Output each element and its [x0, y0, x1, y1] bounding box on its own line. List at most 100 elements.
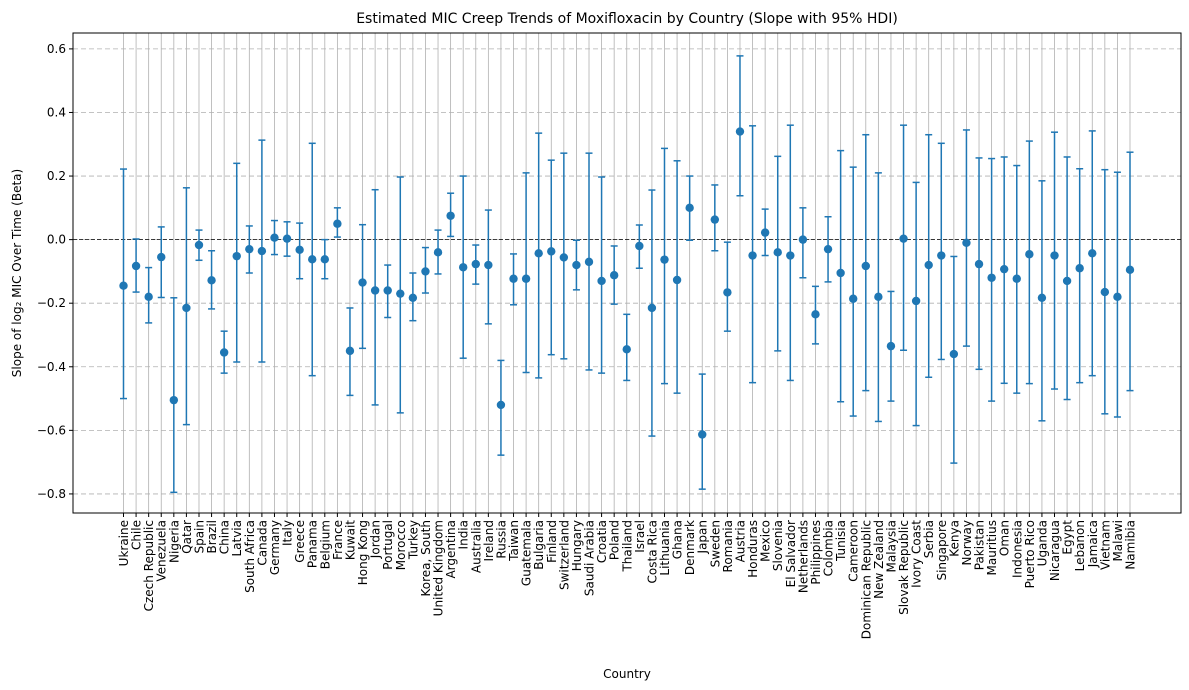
estimate-point	[874, 292, 883, 302]
x-tick-label: China	[218, 520, 232, 554]
estimate-point	[521, 274, 531, 283]
x-tick-label: Brazil	[205, 520, 219, 554]
x-tick-label: Malawi	[1111, 520, 1125, 562]
estimate-point	[547, 247, 556, 256]
estimate-point	[974, 259, 984, 269]
x-tick-label: El Salvador	[784, 520, 798, 587]
estimate-point	[131, 261, 141, 271]
x-tick-label: Philippines	[809, 520, 823, 585]
x-tick-label: Singapore	[935, 520, 949, 581]
x-tick-label: Oman	[998, 520, 1012, 556]
estimate-point	[962, 238, 971, 248]
x-tick-label: Dominican Republic	[859, 520, 873, 639]
estimate-point	[1075, 264, 1084, 273]
x-tick-label: Italy	[281, 520, 295, 546]
x-tick-label: Turkey	[406, 520, 420, 560]
x-tick-label: Egypt	[1061, 520, 1075, 555]
x-tick-label: Colombia	[822, 520, 836, 576]
estimate-point	[458, 263, 468, 272]
x-tick-label: Nicaragua	[1048, 520, 1062, 581]
estimate-point	[886, 341, 896, 351]
x-tick-label: Switzerland	[557, 520, 571, 590]
x-tick-label: Namibia	[1124, 520, 1138, 570]
estimate-point	[647, 303, 657, 313]
x-tick-label: Australia	[469, 520, 483, 573]
estimate-point	[496, 400, 506, 410]
estimate-point	[295, 245, 304, 254]
x-tick-label: Panama	[306, 520, 320, 568]
y-tick-label: −0.6	[37, 423, 66, 437]
estimate-point	[836, 268, 845, 278]
x-tick-label: Jamaica	[1086, 520, 1100, 568]
estimate-point	[635, 241, 644, 251]
estimate-point	[710, 215, 720, 224]
x-tick-label: New Zealand	[872, 520, 886, 599]
x-tick-label: Netherlands	[796, 520, 810, 593]
x-tick-label: Belgium	[318, 520, 332, 569]
estimate-point	[157, 252, 166, 262]
x-tick-label: Portugal	[381, 520, 395, 570]
x-tick-label: Slovak Republic	[897, 520, 911, 615]
x-tick-label: Norway	[960, 520, 974, 566]
estimate-point	[949, 349, 959, 359]
x-tick-label: Ghana	[671, 520, 685, 559]
estimate-point	[773, 248, 782, 257]
x-tick-label: Czech Republic	[142, 520, 156, 611]
x-tick-label: Hong Kong	[356, 520, 370, 585]
x-tick-label: Tunisia	[834, 520, 848, 562]
estimate-point	[811, 310, 820, 319]
estimate-point	[219, 348, 229, 357]
x-tick-label: Mexico	[759, 520, 773, 562]
estimate-point	[358, 278, 367, 287]
chart-title: Estimated MIC Creep Trends of Moxifloxac…	[356, 11, 898, 27]
x-tick-label: Nigeria	[167, 520, 181, 563]
y-tick-label: 0.2	[47, 169, 66, 183]
y-tick-label: 0.0	[47, 233, 66, 247]
estimate-point	[1113, 292, 1122, 302]
estimate-point	[999, 264, 1009, 274]
estimate-point	[270, 233, 279, 242]
x-tick-label: Puerto Rico	[1023, 520, 1037, 588]
estimate-point	[433, 248, 443, 257]
estimate-point	[383, 286, 392, 295]
estimate-point	[911, 296, 921, 306]
estimate-point	[861, 261, 870, 271]
x-tick-label: Sweden	[708, 520, 722, 567]
x-tick-label: Israel	[633, 520, 647, 553]
x-tick-label: Costa Rica	[645, 520, 659, 583]
estimate-point	[660, 255, 669, 264]
x-tick-label: Serbia	[922, 520, 936, 558]
y-axis: −0.8 −0.6 −0.4 −0.2 0.0 0.2 0.4 0.6	[37, 42, 73, 501]
x-tick-label: Ivory Coast	[910, 520, 924, 588]
estimate-point	[748, 251, 757, 260]
y-tick-label: −0.2	[37, 296, 66, 310]
x-tick-label: Jordan	[369, 520, 383, 559]
x-tick-label: Romania	[721, 520, 735, 572]
x-tick-label: Saudi Arabia	[583, 520, 597, 596]
x-tick-label: Croatia	[595, 520, 609, 563]
y-axis-label: Slope of log₂ MIC Over Time (Beta)	[10, 169, 24, 377]
x-tick-label: Hungary	[570, 520, 584, 571]
estimate-point	[245, 244, 254, 254]
estimate-point	[144, 292, 153, 302]
x-tick-label: Guatemala	[520, 520, 534, 586]
x-tick-label: Ireland	[482, 520, 496, 562]
x-tick-label: Chile	[130, 520, 144, 550]
estimate-point	[471, 259, 480, 269]
estimate-point	[786, 251, 795, 260]
x-tick-label: Vietnam	[1098, 520, 1112, 570]
x-tick-label: Spain	[192, 520, 206, 554]
x-tick-label: Finland	[545, 520, 559, 563]
x-tick-label: Poland	[608, 520, 622, 560]
x-tick-label: United Kingdom	[432, 520, 446, 616]
x-axis-label: Country	[603, 667, 651, 681]
estimate-point	[421, 267, 430, 276]
x-tick-label: Cameroon	[847, 520, 861, 582]
estimate-point	[1025, 250, 1034, 259]
x-tick-label: Russia	[494, 520, 508, 559]
x-tick-label: Argentina	[444, 520, 458, 579]
estimate-point	[370, 286, 380, 295]
x-tick-label: Austria	[733, 520, 747, 562]
